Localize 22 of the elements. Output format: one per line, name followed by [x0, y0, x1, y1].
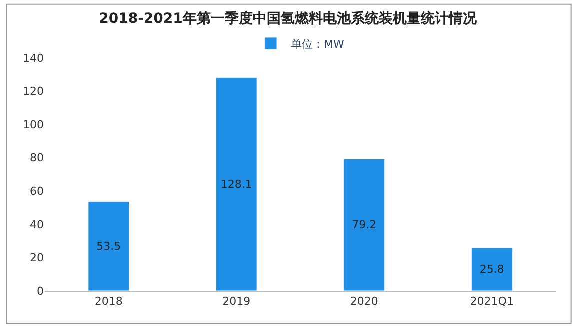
y-tick-label: 140	[23, 52, 44, 65]
x-tick-label: 2019	[222, 295, 251, 308]
y-tick-label: 40	[30, 218, 44, 232]
data-label: 25.8	[480, 263, 504, 276]
y-tick-label: 20	[30, 252, 44, 265]
y-tick-label: 0	[37, 284, 44, 298]
legend-label: 单位：MW	[291, 38, 344, 51]
bar	[471, 248, 513, 291]
data-label: 53.5	[96, 240, 122, 253]
y-tick-label: 60	[30, 184, 44, 198]
bar	[344, 158, 386, 291]
chart-title: 2018-2021年第一季度中国氢燃料电池系统装机量统计情况	[99, 10, 478, 27]
bar	[88, 202, 130, 291]
y-tick-label: 120	[23, 85, 44, 98]
data-label: 128.1	[220, 178, 252, 191]
data-label: 79.2	[352, 218, 377, 232]
bar	[216, 78, 258, 291]
y-tick-label: 80	[30, 152, 44, 165]
x-tick-label: 2021Q1	[470, 295, 514, 308]
x-tick-label: 2018	[94, 295, 123, 308]
x-tick-label: 2020	[350, 295, 378, 308]
y-tick-label: 100	[23, 118, 44, 132]
